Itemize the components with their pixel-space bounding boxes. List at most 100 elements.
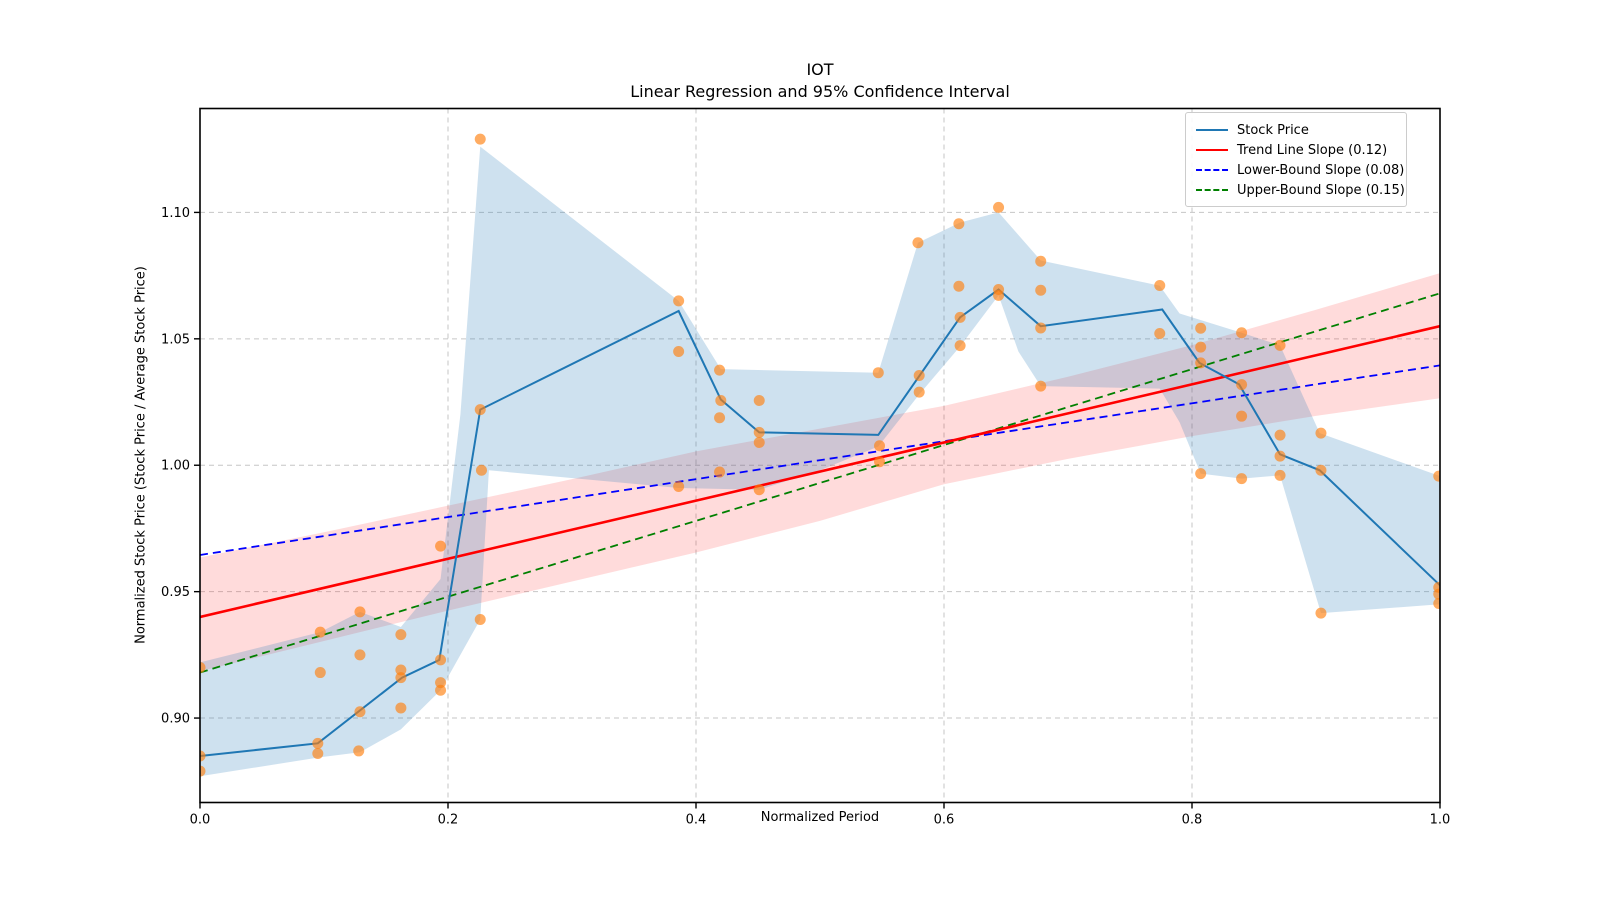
scatter-point	[475, 464, 487, 476]
scatter-point	[912, 237, 924, 249]
scatter-point	[714, 364, 726, 376]
legend-item-label: Stock Price	[1237, 122, 1309, 138]
legend-item: Stock Price	[1196, 120, 1396, 140]
scatter-point	[753, 484, 765, 496]
legend-line-sample	[1196, 169, 1228, 171]
chart-title: IOT	[806, 60, 834, 79]
legend-line-sample	[1196, 149, 1228, 151]
y-tick-label: 0.90	[161, 712, 190, 727]
legend-box: Stock Price Trend Line Slope (0.12) Lower-…	[1185, 112, 1407, 207]
scatter-point	[354, 649, 366, 661]
scatter-point	[1236, 473, 1248, 485]
chart-subtitle: Linear Regression and 95% Confidence Int…	[630, 82, 1010, 101]
scatter-point	[474, 404, 486, 416]
scatter-point	[474, 133, 486, 145]
scatter-point	[913, 369, 925, 381]
legend-line-sample	[1196, 129, 1228, 131]
scatter-point	[753, 426, 765, 438]
scatter-point	[993, 201, 1005, 213]
scatter-point	[312, 737, 324, 749]
x-tick-label: 0.8	[1182, 813, 1203, 828]
upper-bound-line	[200, 292, 1440, 674]
scatter-point	[913, 386, 925, 398]
scatter-point	[753, 395, 765, 407]
scatter-point	[1154, 279, 1166, 291]
y-tick-label: 0.95	[161, 585, 190, 600]
scatter-point	[673, 480, 685, 492]
scatter-point	[354, 606, 366, 618]
scatter-point	[1035, 284, 1047, 296]
scatter-point	[993, 289, 1005, 301]
scatter-point	[200, 750, 206, 762]
scatter-point	[200, 765, 206, 777]
scatter-point	[874, 456, 886, 468]
y-tick-label: 1.00	[161, 459, 190, 474]
scatter-point	[673, 295, 685, 307]
scatter-point	[1315, 607, 1327, 619]
scatter-point	[1195, 322, 1207, 334]
scatter-point	[395, 629, 407, 641]
scatter-point	[715, 395, 727, 407]
scatter-point	[1195, 341, 1207, 353]
scatter-point	[1236, 410, 1248, 422]
y-axis-label: Normalized Stock Price (Stock Price / Av…	[133, 266, 149, 644]
scatter-point	[1195, 468, 1207, 480]
scatter-point	[1195, 357, 1207, 369]
scatter-point	[1236, 379, 1248, 391]
scatter-point	[1154, 328, 1166, 340]
x-tick-label: 1.0	[1430, 813, 1451, 828]
lower-bound-line	[200, 364, 1440, 556]
plot-contents	[200, 108, 1440, 803]
x-tick-label: 0.6	[934, 813, 955, 828]
scatter-point	[1315, 427, 1327, 439]
x-axis-label: Normalized Period	[760, 810, 880, 825]
legend-item-label: Trend Line Slope (0.12)	[1237, 142, 1388, 158]
scatter-point	[1035, 255, 1047, 267]
scatter-point	[673, 345, 685, 357]
trend-line	[200, 324, 1440, 619]
scatter-point	[353, 745, 365, 757]
scatter-point	[435, 677, 447, 689]
legend-item: Upper-Bound Slope (0.15)	[1196, 180, 1405, 200]
scatter-point	[872, 367, 884, 379]
x-tick-label: 0.4	[686, 813, 707, 828]
scatter-point	[714, 466, 726, 478]
scatter-point	[1274, 450, 1286, 462]
scatter-point	[874, 440, 886, 452]
scatter-point	[435, 684, 447, 696]
scatter-point	[314, 626, 326, 638]
scatter-point	[474, 613, 486, 625]
scatter-point	[1236, 327, 1248, 339]
x-tick-label: 0.2	[438, 813, 459, 828]
scatter-point	[953, 218, 965, 230]
scatter-point	[714, 412, 726, 424]
legend-item: Lower-Bound Slope (0.08)	[1196, 160, 1404, 180]
scatter-point	[1035, 322, 1047, 334]
scatter-point	[1433, 588, 1440, 600]
scatter-point	[954, 340, 966, 352]
scatter-point	[1035, 380, 1047, 392]
scatter-point	[1433, 470, 1440, 482]
scatter-point	[314, 667, 326, 679]
legend-line-sample	[1196, 189, 1228, 191]
scatter-point	[1433, 598, 1440, 610]
x-tick-label: 0.0	[190, 813, 211, 828]
scatter-point	[1274, 429, 1286, 441]
scatter-point	[354, 706, 366, 718]
stock-confidence-band	[200, 146, 1440, 777]
scatter-point	[200, 661, 206, 673]
scatter-point	[435, 654, 447, 666]
y-tick-label: 1.05	[161, 332, 190, 347]
legend-item-label: Lower-Bound Slope (0.08)	[1237, 162, 1405, 178]
legend-item-label: Upper-Bound Slope (0.15)	[1237, 182, 1405, 198]
scatter-point	[953, 280, 965, 292]
scatter-point	[312, 747, 324, 759]
scatter-point	[954, 311, 966, 323]
legend-item: Trend Line Slope (0.12)	[1196, 140, 1396, 160]
axes-spines	[199, 107, 1441, 804]
scatter-point	[435, 540, 447, 552]
y-tick-label: 1.10	[161, 206, 190, 221]
scatter-point	[395, 672, 407, 684]
